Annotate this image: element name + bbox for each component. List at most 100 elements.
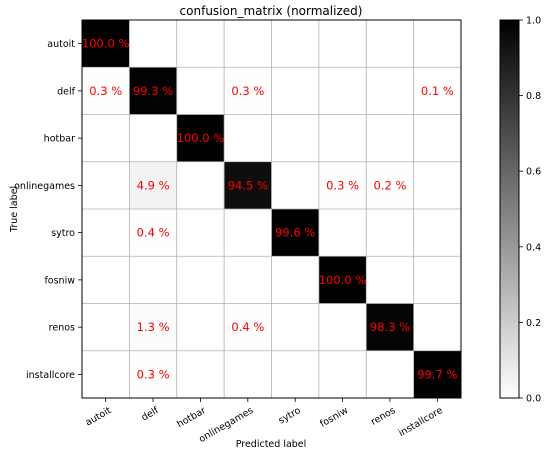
heatmap-cell xyxy=(82,161,130,209)
heatmap-cell xyxy=(318,209,367,257)
x-tick-label: renos xyxy=(369,405,397,428)
y-tick-label: onlinegames xyxy=(14,181,75,192)
heatmap-cell xyxy=(82,114,130,162)
x-tick-label: fosniw xyxy=(318,405,350,430)
x-tick-label: autoit xyxy=(84,405,114,429)
heatmap-cell xyxy=(176,209,225,257)
heatmap-cell xyxy=(129,256,177,304)
heatmap-cell xyxy=(224,67,272,115)
cell-value-label: 98.3 % xyxy=(370,320,410,334)
colorbar-tick-label: 1.0 xyxy=(526,16,541,27)
cell-value-label: 0.3 % xyxy=(137,367,170,381)
colorbar-tick-label: 0.2 xyxy=(526,318,541,329)
heatmap-cell xyxy=(413,209,461,257)
heatmap-cell xyxy=(224,209,272,257)
heatmap-cell xyxy=(366,20,414,68)
x-tick-label: delf xyxy=(140,405,162,424)
y-tick-label: autoit xyxy=(47,39,75,50)
heatmap-cell xyxy=(129,209,177,257)
heatmap-cell xyxy=(224,114,272,162)
y-tick-label: sytro xyxy=(51,228,75,239)
heatmap-cell xyxy=(271,256,319,304)
heatmap-cell xyxy=(318,67,367,115)
heatmap-cell xyxy=(318,350,367,398)
y-axis-title: True label xyxy=(9,186,20,233)
heatmap-cell xyxy=(224,20,272,68)
heatmap-cell xyxy=(224,303,272,351)
heatmap-cell xyxy=(366,303,414,351)
heatmap-cell xyxy=(176,161,225,209)
heatmap-cells xyxy=(82,20,461,398)
heatmap-cell xyxy=(366,114,414,162)
heatmap-cell xyxy=(224,256,272,304)
x-axis-title: Predicted label xyxy=(236,439,307,450)
plot-frame xyxy=(81,19,462,399)
cell-value-label: 99.7 % xyxy=(417,367,457,381)
heatmap-cell xyxy=(366,161,414,209)
heatmap-cell xyxy=(318,114,367,162)
x-tick-label: hotbar xyxy=(175,405,208,430)
heatmap-cell xyxy=(413,67,461,115)
cell-value-label: 99.6 % xyxy=(275,226,315,240)
heatmap-cell xyxy=(413,114,461,162)
y-tick-label: hotbar xyxy=(44,134,75,145)
heatmap-cell xyxy=(129,161,177,209)
heatmap-cell xyxy=(318,161,367,209)
cell-value-label: 0.3 % xyxy=(326,178,359,192)
heatmap-cell xyxy=(271,161,319,209)
heatmap-cell xyxy=(176,67,225,115)
heatmap-cell xyxy=(129,303,177,351)
y-tick-label: installcore xyxy=(26,370,75,381)
colorbar-tick-label: 0.6 xyxy=(526,167,541,178)
heatmap-cell xyxy=(129,67,177,115)
heatmap-cell xyxy=(413,20,461,68)
heatmap-cell xyxy=(176,350,225,398)
heatmap-gridlines xyxy=(82,20,461,398)
cell-value-label: 94.5 % xyxy=(228,178,268,192)
chart-title: confusion_matrix (normalized) xyxy=(180,4,363,18)
cell-value-label: 1.3 % xyxy=(137,320,170,334)
cell-value-label: 100.0 % xyxy=(177,131,225,145)
heatmap-cell xyxy=(176,20,225,68)
heatmap-cell xyxy=(413,350,461,398)
cell-value-label: 0.1 % xyxy=(421,84,454,98)
cell-value-label: 0.4 % xyxy=(231,320,264,334)
heatmap-cell xyxy=(271,67,319,115)
heatmap-cell xyxy=(129,350,177,398)
cell-value-label: 0.3 % xyxy=(231,84,264,98)
colorbar-ticks: 0.0 0.2 0.4 0.6 0.8 1.0 xyxy=(519,16,541,405)
heatmap-cell xyxy=(271,114,319,162)
y-axis-ticks: autoit delf hotbar onlinegames sytro fosniw re… xyxy=(14,39,82,381)
heatmap-cell xyxy=(366,67,414,115)
heatmap-cell xyxy=(318,303,367,351)
heatmap-cell xyxy=(318,256,367,304)
colorbar-tick-label: 0.4 xyxy=(526,242,541,253)
y-tick-label: delf xyxy=(57,86,76,97)
colorbar-tick-label: 0.0 xyxy=(526,394,541,405)
heatmap-cell xyxy=(129,114,177,162)
heatmap-cell xyxy=(82,67,130,115)
colorbar-tick-label: 0.8 xyxy=(526,91,541,102)
heatmap-cell xyxy=(271,209,319,257)
heatmap-cell xyxy=(224,350,272,398)
heatmap-cell xyxy=(82,350,130,398)
heatmap-cell xyxy=(271,20,319,68)
heatmap-cell xyxy=(366,209,414,257)
heatmap-cell xyxy=(271,303,319,351)
heatmap-cell xyxy=(271,350,319,398)
heatmap-cell xyxy=(366,256,414,304)
cell-value-label: 100.0 % xyxy=(319,273,367,287)
heatmap-cell xyxy=(318,20,367,68)
x-tick-label: sytro xyxy=(277,405,303,427)
cell-value-label: 4.9 % xyxy=(137,178,170,192)
heatmap-cell xyxy=(224,161,272,209)
heatmap-cell xyxy=(413,303,461,351)
cell-value-label: 0.2 % xyxy=(374,178,407,192)
heatmap-cell xyxy=(176,114,225,162)
heatmap-cell xyxy=(413,161,461,209)
y-tick-label: renos xyxy=(49,323,75,334)
cell-value-label: 100.0 % xyxy=(82,37,130,51)
colorbar xyxy=(499,19,520,399)
